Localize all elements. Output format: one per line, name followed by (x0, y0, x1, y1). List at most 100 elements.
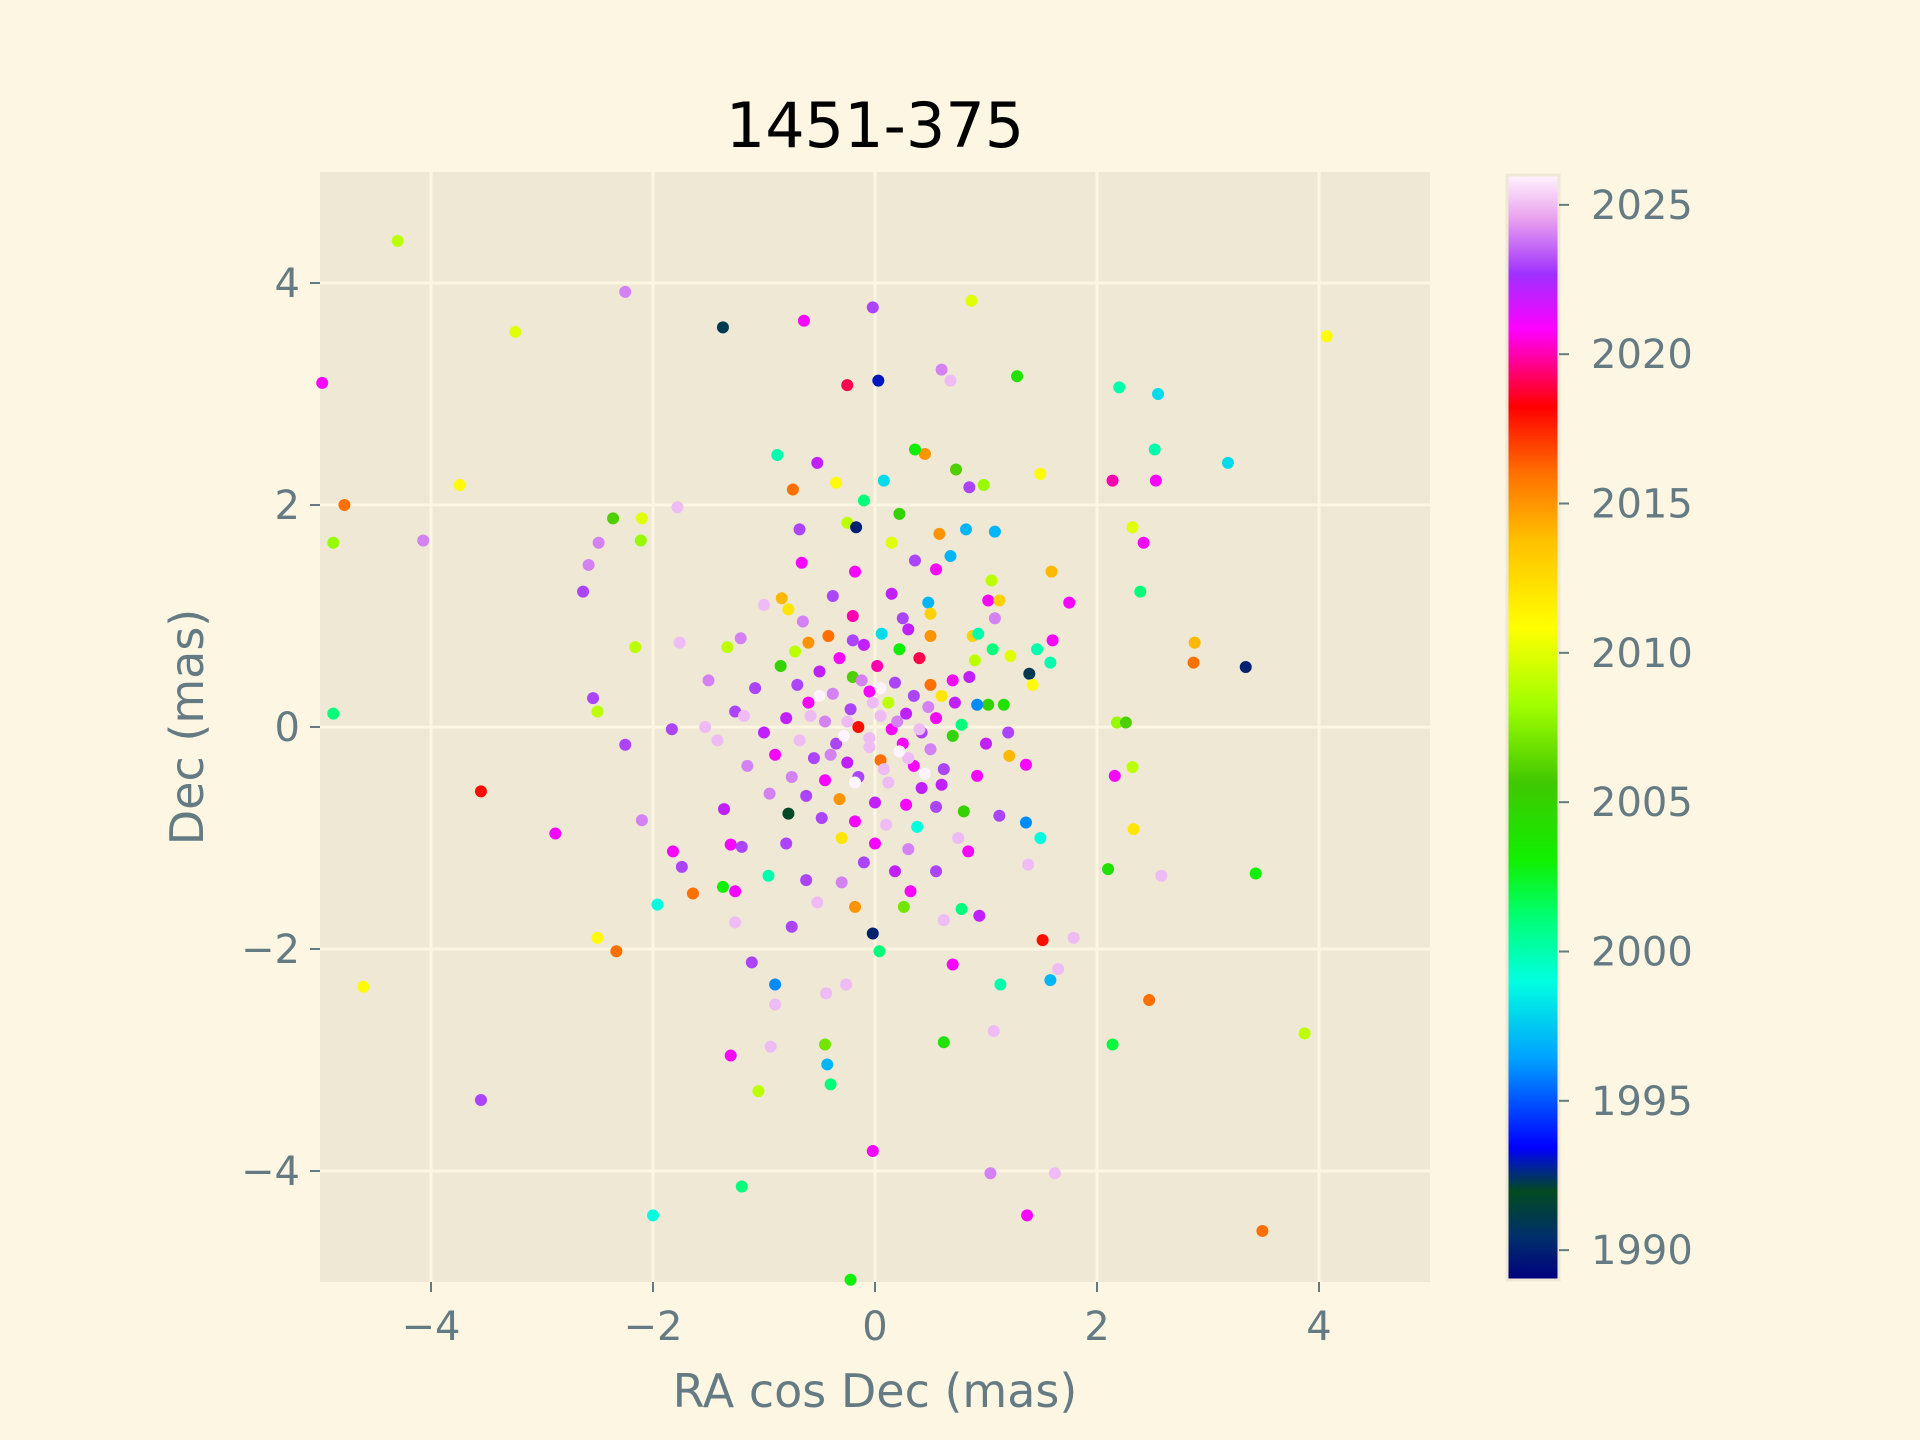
data-point (822, 629, 835, 642)
data-point (675, 860, 688, 873)
data-point (1019, 758, 1032, 771)
data-point (933, 527, 946, 540)
data-point (874, 682, 887, 695)
data-point (791, 678, 804, 691)
data-point (327, 536, 340, 549)
data-point (1044, 656, 1057, 669)
data-point (769, 978, 782, 991)
data-point (357, 980, 370, 993)
data-point (782, 807, 795, 820)
data-point (850, 521, 863, 534)
data-point (1119, 716, 1132, 729)
data-point (826, 687, 839, 700)
data-point (849, 900, 862, 913)
data-point (963, 481, 976, 494)
data-point (716, 321, 729, 334)
data-point (844, 703, 857, 716)
data-point (764, 1040, 777, 1053)
data-point (857, 638, 870, 651)
data-point (962, 845, 975, 858)
data-point (935, 363, 948, 376)
data-point (888, 865, 901, 878)
data-point (988, 525, 1001, 538)
data-point (651, 898, 664, 911)
data-point (619, 738, 632, 751)
data-point (844, 1273, 857, 1286)
colorbar-tick-label: 2010 (1591, 631, 1693, 677)
data-point (830, 476, 843, 489)
colorbar-tick-label: 2020 (1591, 332, 1693, 378)
data-point (1298, 1027, 1311, 1040)
data-point (795, 556, 808, 569)
data-point (830, 737, 843, 750)
data-point (988, 612, 1001, 625)
data-point (877, 763, 890, 776)
data-point (771, 449, 784, 462)
colorbar-tick-label: 2005 (1591, 780, 1693, 826)
data-point (857, 494, 870, 507)
data-point (1152, 388, 1165, 400)
x-tick-label: 2 (1084, 1304, 1109, 1350)
data-point (946, 958, 959, 971)
data-point (1155, 869, 1168, 882)
data-point (994, 978, 1007, 991)
data-point (671, 501, 684, 514)
data-point (902, 623, 915, 636)
data-point (957, 805, 970, 818)
data-point (699, 721, 712, 733)
colorbar-ticks: 1990 1995 2000 2005 2010 2015 2020 2025 (1559, 183, 1693, 1274)
data-point (1106, 474, 1119, 487)
data-point (1143, 994, 1156, 1007)
y-tick-label: 4 (275, 261, 300, 307)
data-point (904, 885, 917, 898)
data-point (826, 590, 839, 603)
data-point (871, 659, 884, 672)
data-point (635, 814, 648, 827)
colorbar-tick-label: 1990 (1591, 1228, 1693, 1274)
data-point (800, 874, 813, 887)
data-point (793, 734, 806, 747)
data-point (453, 479, 466, 492)
data-point (1031, 643, 1044, 656)
data-point (758, 726, 770, 739)
data-point (930, 563, 943, 576)
data-point (855, 674, 868, 687)
data-point (774, 659, 787, 672)
data-point (591, 931, 604, 944)
data-point (946, 729, 959, 742)
data-point (866, 301, 879, 314)
y-axis-ticks: −4 −2 0 2 4 (241, 261, 320, 1195)
data-point (1011, 370, 1024, 383)
data-point (937, 914, 950, 927)
data-point (872, 374, 885, 387)
data-point (1134, 585, 1147, 598)
data-point (982, 594, 995, 607)
data-point (837, 729, 850, 742)
data-point (1148, 443, 1161, 456)
data-point (955, 718, 968, 731)
data-point (1022, 858, 1035, 871)
data-point (824, 1078, 837, 1091)
data-point (915, 782, 928, 795)
data-point (897, 900, 910, 913)
data-point (918, 767, 931, 780)
data-point (819, 715, 832, 728)
y-axis-label: Dec (mas) (160, 609, 214, 846)
data-point (885, 536, 898, 549)
data-point (944, 550, 957, 563)
data-point (1019, 816, 1032, 829)
data-point (1127, 823, 1140, 836)
data-point (702, 674, 715, 687)
data-point (741, 759, 754, 772)
data-point (780, 837, 793, 850)
data-point (982, 698, 995, 711)
data-point (1052, 962, 1065, 975)
data-point (1106, 1038, 1119, 1051)
data-point (780, 712, 793, 725)
colorbar-tick-label: 1995 (1591, 1079, 1693, 1125)
data-point (474, 1093, 487, 1106)
data-point (891, 715, 904, 728)
data-points (316, 234, 1333, 1286)
data-point (930, 865, 943, 878)
data-point (1034, 467, 1047, 480)
